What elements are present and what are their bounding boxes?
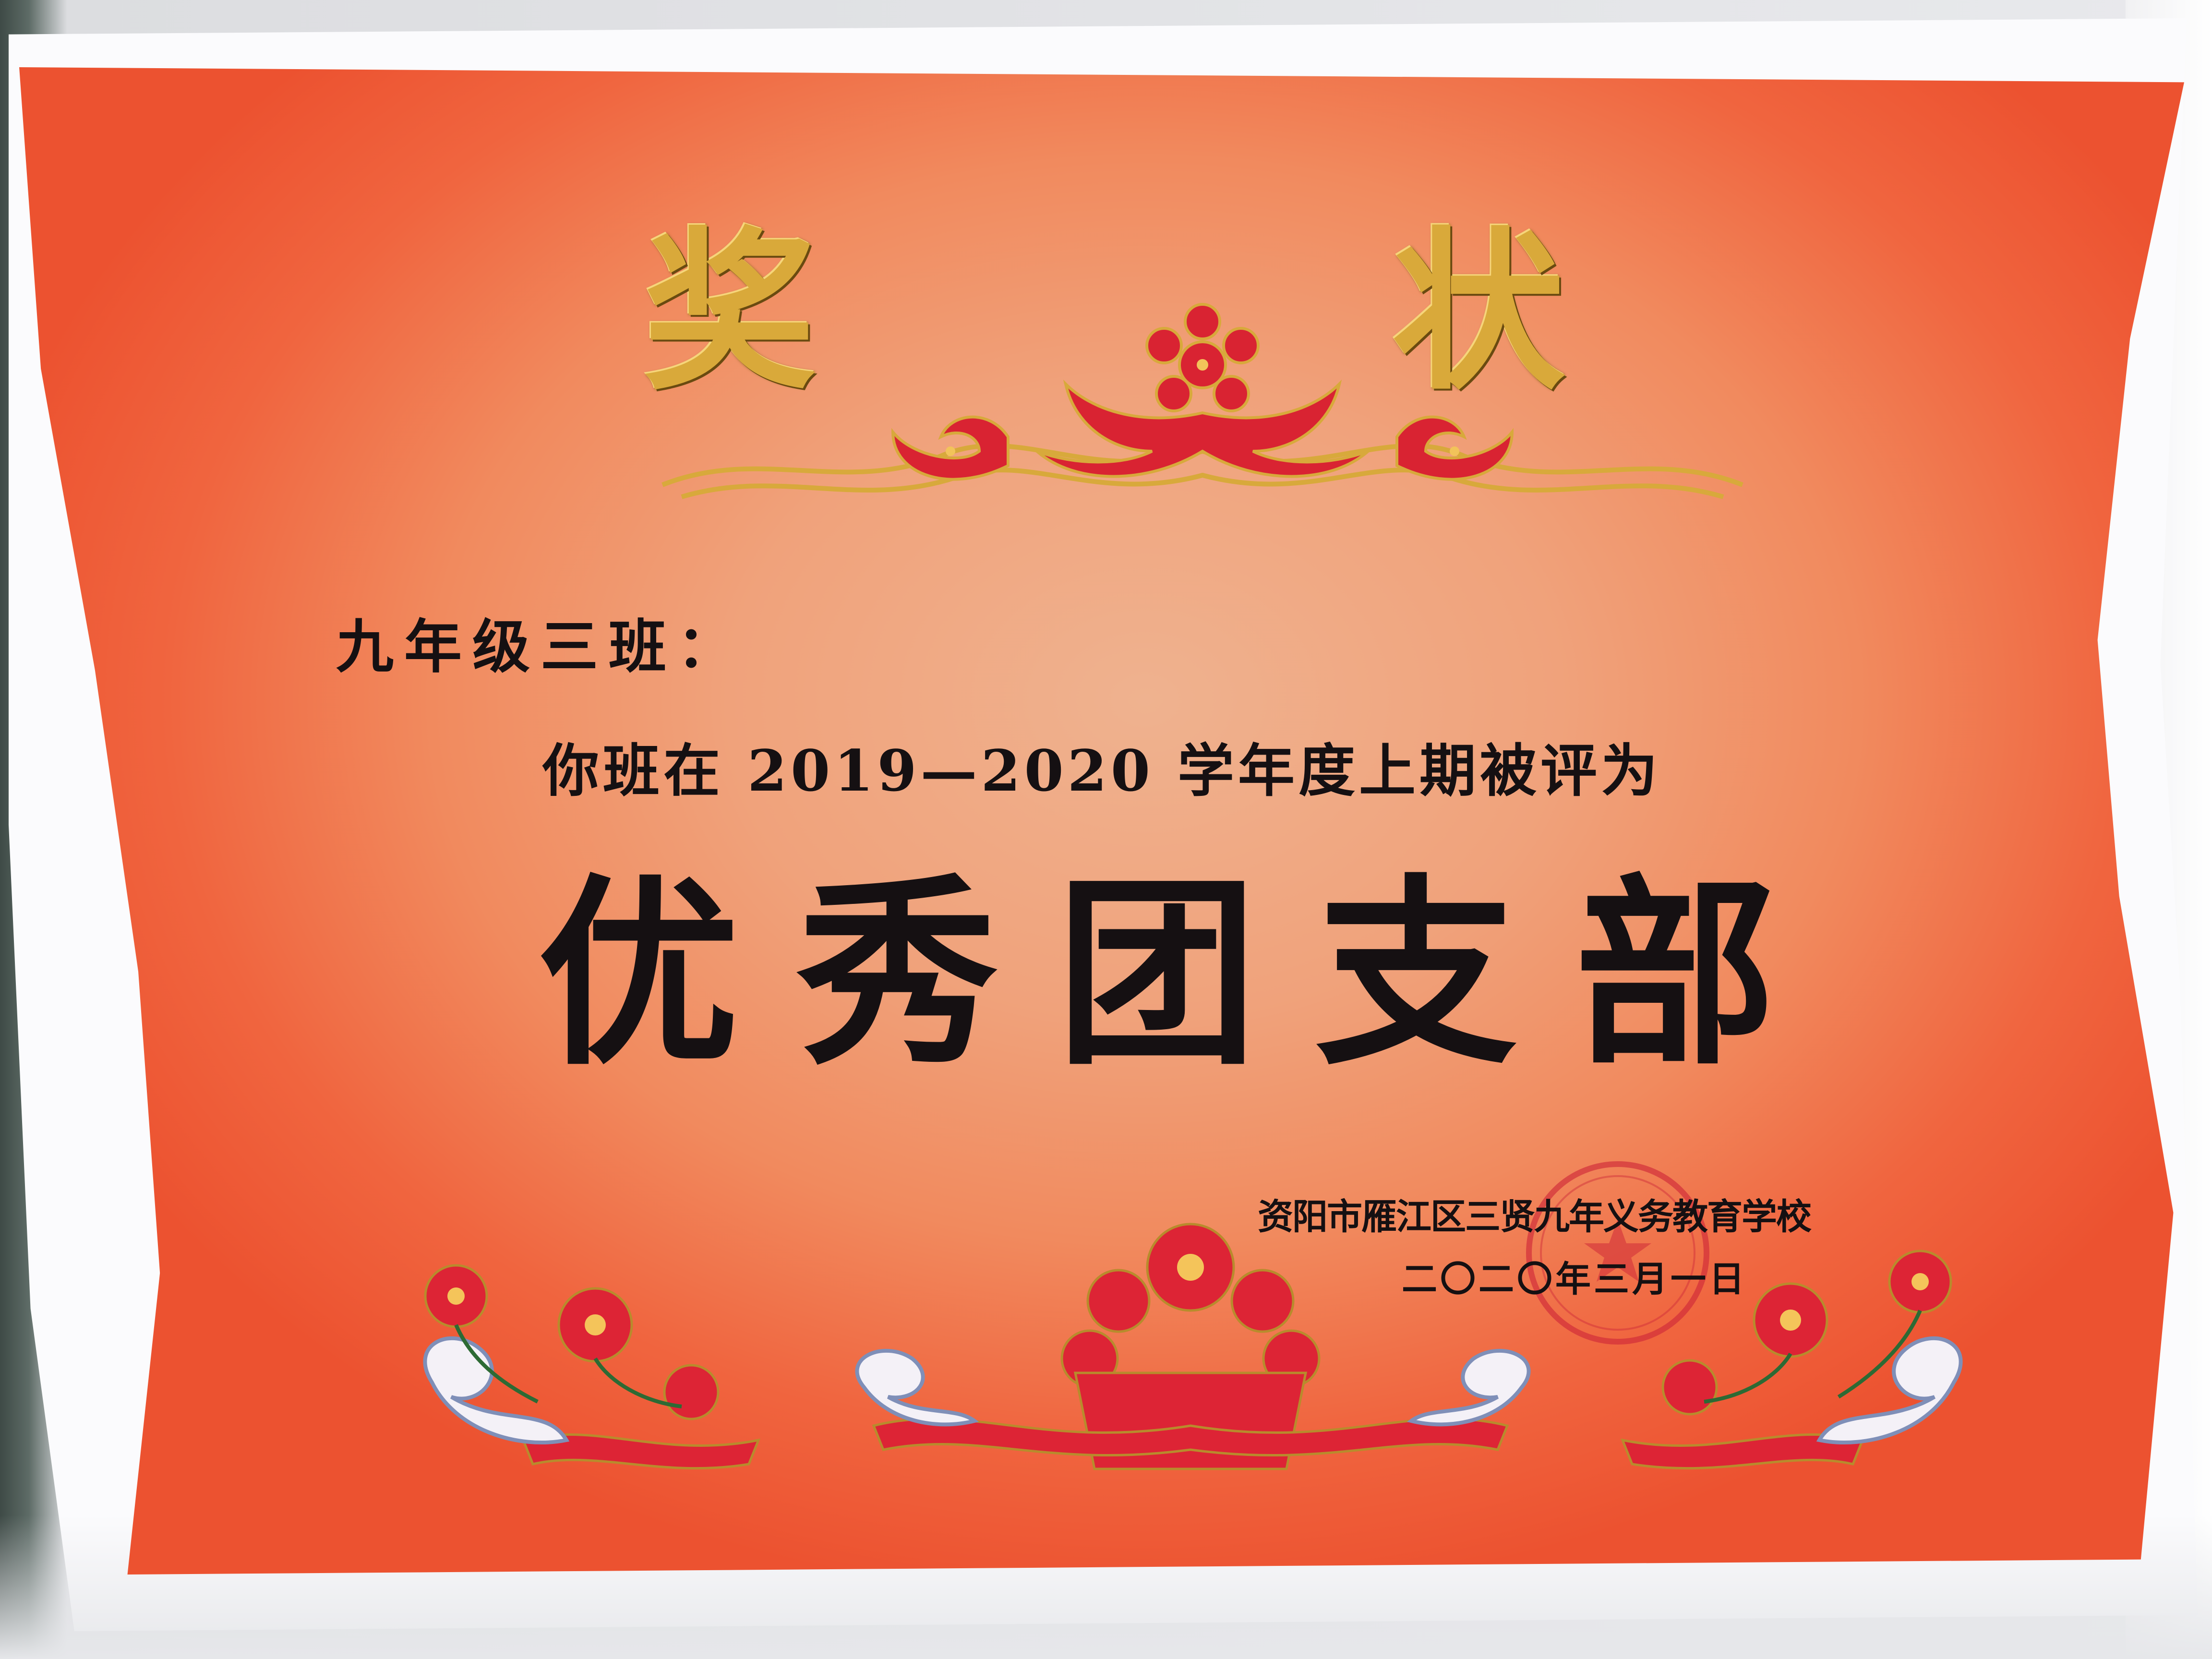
award-title: 优秀团支部 bbox=[538, 856, 1834, 1093]
floral-basket-ornament bbox=[423, 1223, 1963, 1470]
award-certificate: 奖 bbox=[19, 67, 2184, 1575]
recipient-line: 九年级三班： bbox=[336, 613, 745, 681]
citation-line: 你班在 2019—2020 学年度上期被评为 bbox=[542, 737, 1661, 804]
issue-date: 二〇二〇年三月一日 bbox=[1402, 1259, 1747, 1300]
title-char-1: 奖 bbox=[643, 210, 816, 413]
certificate-title: 奖 bbox=[643, 226, 1762, 514]
title-flourish bbox=[661, 303, 1743, 499]
issuer-name: 资阳市雁江区三贤九年义务教育学校 bbox=[1258, 1196, 1812, 1238]
title-char-2: 状 bbox=[1392, 210, 1565, 413]
official-seal bbox=[1526, 1161, 1709, 1345]
